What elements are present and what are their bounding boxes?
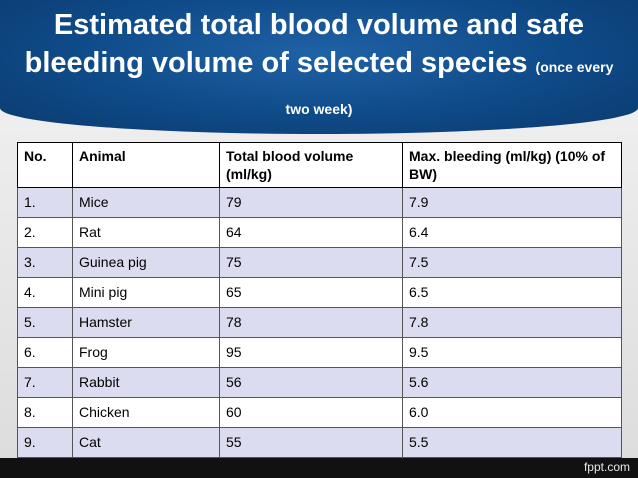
header-max-bleeding: Max. bleeding (ml/kg) (10% of BW)	[402, 142, 622, 188]
cell-animal: Cat	[72, 427, 220, 458]
table-row: 6. Frog 95 9.5	[17, 337, 622, 368]
cell-total-blood-volume: 65	[219, 277, 403, 308]
cell-animal: Frog	[72, 337, 220, 368]
cell-total-blood-volume: 55	[219, 427, 403, 458]
header-animal: Animal	[72, 142, 220, 188]
brand-label: fppt.com	[583, 460, 630, 474]
table-row: 4. Mini pig 65 6.5	[17, 277, 622, 308]
table-row: 9. Cat 55 5.5	[17, 427, 622, 458]
cell-max-bleeding: 6.4	[402, 217, 622, 248]
cell-no: 1.	[17, 187, 73, 218]
cell-no: 9.	[17, 427, 73, 458]
cell-max-bleeding: 7.9	[402, 187, 622, 218]
cell-animal: Guinea pig	[72, 247, 220, 278]
cell-total-blood-volume: 79	[219, 187, 403, 218]
cell-max-bleeding: 9.5	[402, 337, 622, 368]
cell-max-bleeding: 7.8	[402, 307, 622, 338]
blood-volume-table: No. Animal Total blood volume (ml/kg) Ma…	[17, 142, 622, 458]
cell-no: 4.	[17, 277, 73, 308]
cell-no: 6.	[17, 337, 73, 368]
cell-no: 2.	[17, 217, 73, 248]
table-header-row: No. Animal Total blood volume (ml/kg) Ma…	[17, 142, 622, 188]
cell-total-blood-volume: 56	[219, 367, 403, 398]
table-row: 5. Hamster 78 7.8	[17, 307, 622, 338]
cell-total-blood-volume: 95	[219, 337, 403, 368]
cell-total-blood-volume: 60	[219, 397, 403, 428]
title-banner: Estimated total blood volume and safe bl…	[0, 0, 638, 134]
table-row: 7. Rabbit 56 5.6	[17, 367, 622, 398]
table-row: 1. Mice 79 7.9	[17, 187, 622, 218]
cell-animal: Mini pig	[72, 277, 220, 308]
slide-title: Estimated total blood volume and safe bl…	[20, 6, 618, 128]
cell-max-bleeding: 6.0	[402, 397, 622, 428]
cell-no: 7.	[17, 367, 73, 398]
cell-animal: Rat	[72, 217, 220, 248]
table-row: 2. Rat 64 6.4	[17, 217, 622, 248]
cell-animal: Chicken	[72, 397, 220, 428]
table-row: 8. Chicken 60 6.0	[17, 397, 622, 428]
cell-total-blood-volume: 78	[219, 307, 403, 338]
cell-animal: Mice	[72, 187, 220, 218]
header-total-blood-volume: Total blood volume (ml/kg)	[219, 142, 403, 188]
slide-title-main: Estimated total blood volume and safe bl…	[24, 9, 585, 79]
cell-total-blood-volume: 64	[219, 217, 403, 248]
cell-animal: Hamster	[72, 307, 220, 338]
footer-bar: fppt.com	[0, 458, 638, 478]
cell-max-bleeding: 7.5	[402, 247, 622, 278]
cell-max-bleeding: 5.5	[402, 427, 622, 458]
cell-no: 5.	[17, 307, 73, 338]
slide-title-sub: (once every two week)	[285, 59, 614, 117]
cell-total-blood-volume: 75	[219, 247, 403, 278]
cell-max-bleeding: 5.6	[402, 367, 622, 398]
table-row: 3. Guinea pig 75 7.5	[17, 247, 622, 278]
cell-max-bleeding: 6.5	[402, 277, 622, 308]
cell-no: 8.	[17, 397, 73, 428]
header-no: No.	[17, 142, 73, 188]
cell-animal: Rabbit	[72, 367, 220, 398]
cell-no: 3.	[17, 247, 73, 278]
